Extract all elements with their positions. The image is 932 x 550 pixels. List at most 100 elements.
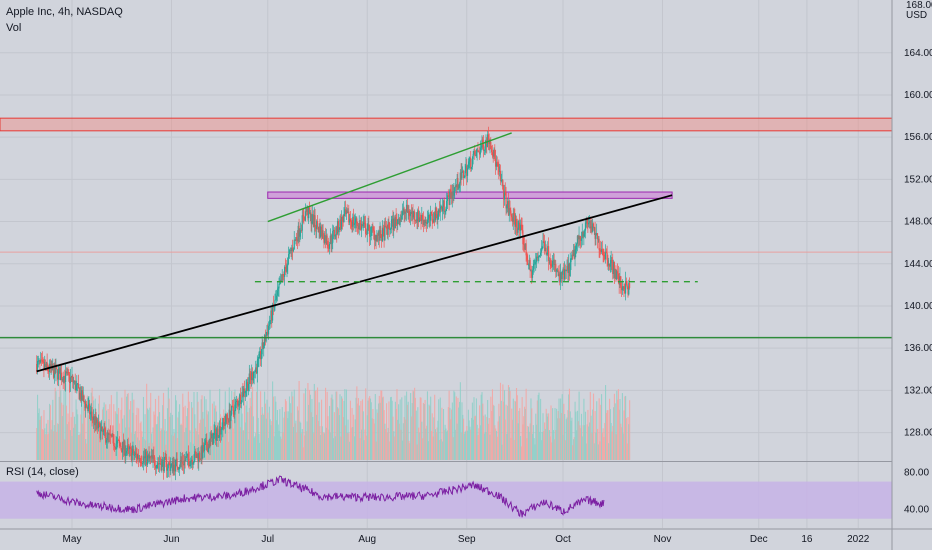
volume-bar <box>203 396 205 460</box>
volume-bar <box>278 430 280 460</box>
volume-bar <box>424 399 426 460</box>
candle-body <box>409 212 412 216</box>
volume-bar <box>383 410 385 460</box>
time-axis: May Jun Jul Aug Sep Oct Nov Dec 16 2022 <box>0 528 932 545</box>
volume-bar <box>591 433 593 460</box>
candle-body <box>144 456 146 459</box>
volume-bar <box>284 411 286 460</box>
candle-body <box>377 234 379 236</box>
candle-body <box>85 403 87 409</box>
candle-body <box>155 467 157 469</box>
symbol-legend[interactable]: Apple Inc, 4h, NASDAQ <box>6 6 123 18</box>
volume-bar <box>464 431 466 460</box>
candle-body <box>530 270 532 272</box>
candle-body <box>470 166 473 169</box>
volume-bar <box>551 442 553 460</box>
volume-bar <box>549 436 551 460</box>
volume-bar <box>402 423 404 460</box>
candle-body <box>280 279 282 282</box>
volume-bar <box>547 416 549 460</box>
candle-body <box>161 460 163 471</box>
candle-body <box>302 215 304 217</box>
candle-body <box>160 464 162 471</box>
volume-bar <box>574 401 576 460</box>
volume-bar <box>467 409 469 460</box>
volume-bar <box>341 396 343 460</box>
volume-bar <box>337 408 339 460</box>
volume-bar <box>569 411 571 460</box>
candle-body <box>75 384 77 391</box>
candle-body <box>196 454 198 458</box>
candle-body <box>335 227 337 236</box>
candle-body <box>535 256 538 262</box>
volume-bar <box>571 417 573 460</box>
volume-bar <box>621 393 623 460</box>
candle-body <box>458 183 461 188</box>
volume-bar <box>61 416 63 460</box>
volume-bar <box>316 414 318 460</box>
volume-bar <box>466 426 468 460</box>
volume-bar <box>37 394 39 460</box>
volume-bar <box>507 405 509 460</box>
volume-bar <box>89 411 92 460</box>
candle-body <box>200 446 202 460</box>
vol-legend[interactable]: Vol <box>6 22 22 34</box>
volume-bar <box>496 436 498 460</box>
volume-bar <box>426 391 429 460</box>
volume-bar <box>578 391 580 460</box>
volume-bar <box>152 427 154 460</box>
candle-body <box>154 457 156 466</box>
volume-bar <box>85 443 88 460</box>
volume-bar <box>308 404 310 460</box>
volume-bar <box>428 404 430 460</box>
candle-body <box>594 227 596 239</box>
candle-body <box>451 192 453 199</box>
volume-bar <box>129 409 131 460</box>
candle-body <box>235 402 237 405</box>
candle-body <box>296 239 299 242</box>
candle-body <box>107 432 109 435</box>
candle-body <box>520 224 522 226</box>
volume-bar <box>302 447 304 460</box>
volume-bar <box>243 388 246 460</box>
volume-bar <box>225 411 227 460</box>
candle-body <box>178 466 181 470</box>
volume-bar <box>211 403 214 460</box>
volume-bar <box>617 389 619 460</box>
candle-body <box>164 457 166 459</box>
volume-bar <box>207 411 209 460</box>
candle-body <box>615 268 617 280</box>
candle-body <box>210 437 212 439</box>
candle-body <box>44 364 46 369</box>
volume-bar <box>584 411 587 460</box>
candle-body <box>578 235 580 240</box>
candle-body <box>407 210 409 213</box>
volume-bar <box>168 398 170 460</box>
volume-bar <box>309 394 311 460</box>
volume-bar <box>207 414 209 460</box>
volume-bar <box>256 379 258 460</box>
volume-bar <box>605 412 607 460</box>
volume-bar <box>95 408 97 460</box>
candle-body <box>190 459 193 461</box>
volume-bar <box>414 397 416 460</box>
volume-bar <box>484 414 486 460</box>
volume-bar <box>434 429 437 460</box>
volume-bar <box>339 394 341 460</box>
candle-body <box>184 460 186 462</box>
candle-body <box>217 428 219 438</box>
volume-bar <box>296 432 298 460</box>
volume-bar <box>296 406 299 460</box>
volume-bar <box>430 396 432 460</box>
rsi-legend[interactable]: RSI (14, close) <box>6 466 79 478</box>
candle-body <box>96 419 98 424</box>
volume-bar <box>86 395 88 460</box>
candle-body <box>108 433 110 435</box>
volume-bar <box>441 407 443 460</box>
candle-body <box>194 451 197 454</box>
volume-bar <box>315 390 317 460</box>
candle-body <box>324 235 326 243</box>
candle-body <box>255 367 258 374</box>
candle-body <box>169 463 171 471</box>
